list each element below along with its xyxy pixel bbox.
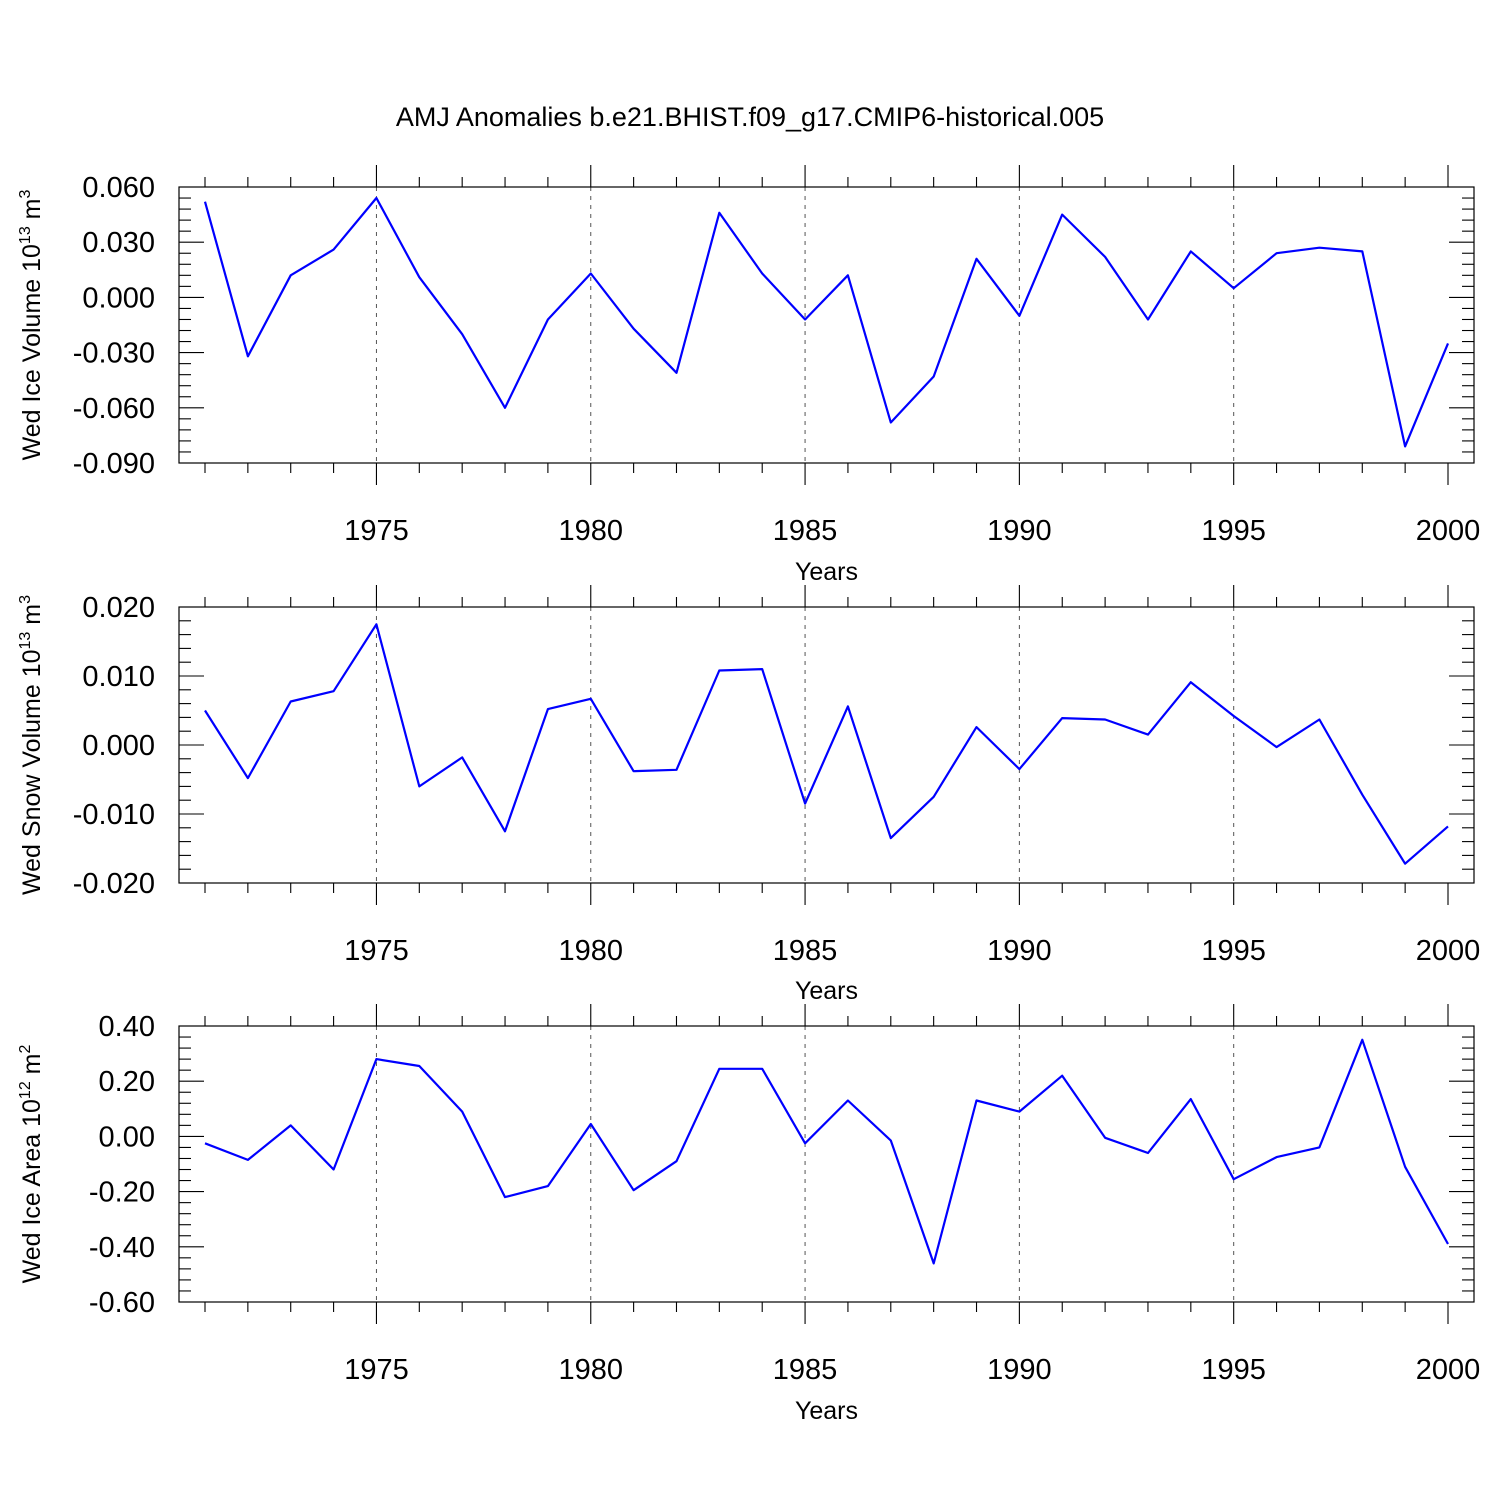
x-tick-label: 1995 (1201, 935, 1266, 967)
y-tick-label: 0.000 (82, 282, 155, 314)
x-tick-label: 1995 (1201, 515, 1266, 547)
chart-title: AMJ Anomalies b.e21.BHIST.f09_g17.CMIP6-… (396, 102, 1104, 132)
series-line (204, 623, 1449, 865)
x-tick-label: 2000 (1416, 515, 1481, 547)
plot-frame (178, 186, 1475, 464)
y-tick-label: -0.20 (89, 1177, 155, 1209)
y-axis-title: Wed Ice Area 1012 m2 (17, 1044, 46, 1283)
x-tick-label: 2000 (1416, 935, 1481, 967)
x-tick-label: 1980 (559, 515, 624, 547)
x-tick-label: 1990 (987, 515, 1052, 547)
x-tick-label: 1975 (344, 935, 409, 967)
y-tick-label: -0.60 (89, 1287, 155, 1319)
y-tick-label: 0.010 (82, 661, 155, 693)
y-tick-label: -0.010 (73, 799, 155, 831)
series-line (204, 1038, 1449, 1265)
y-tick-label: 0.40 (99, 1011, 155, 1043)
x-tick-label: 2000 (1416, 1354, 1481, 1386)
x-tick-label: 1975 (344, 515, 409, 547)
x-axis-title: Years (795, 977, 858, 1005)
x-tick-label: 1990 (987, 935, 1052, 967)
x-tick-label: 1975 (344, 1354, 409, 1386)
x-axis-title: Years (795, 558, 858, 586)
x-tick-label: 1980 (559, 1354, 624, 1386)
series-line (203, 196, 1450, 448)
x-tick-label: 1985 (773, 1354, 838, 1386)
x-tick-label: 1995 (1201, 1354, 1266, 1386)
y-tick-label: -0.020 (73, 868, 155, 900)
y-tick-label: 0.020 (82, 592, 155, 624)
y-tick-label: -0.40 (89, 1232, 155, 1264)
ice-volume-panel: 0.060 0.030 0.000 -0.030 -0.060 -0.090 1975 198… (17, 165, 1480, 586)
x-axis-title: Years (795, 1397, 858, 1425)
snow-volume-panel: 0.020 0.010 0.000 -0.010 -0.020 1975 1980 1985 1… (17, 585, 1480, 1005)
y-tick-label: 0.000 (82, 730, 155, 762)
x-tick-label: 1990 (987, 1354, 1052, 1386)
y-axis-title: Wed Snow Volume 1013 m3 (17, 595, 46, 895)
x-tick-label: 1985 (773, 935, 838, 967)
y-tick-label: 0.20 (99, 1066, 155, 1098)
y-axis-title: Wed Ice Volume 1013 m3 (17, 189, 46, 460)
x-tick-label: 1980 (559, 935, 624, 967)
plot-frame (178, 1025, 1475, 1303)
y-tick-label: -0.030 (73, 338, 155, 370)
y-tick-label: 0.030 (82, 227, 155, 259)
y-tick-label: -0.060 (73, 393, 155, 425)
x-tick-label: 1985 (773, 515, 838, 547)
y-tick-label: -0.090 (73, 448, 155, 480)
ice-area-panel: 0.40 0.20 0.00 -0.20 -0.40 -0.60 1975 1980 1985 1… (17, 1004, 1480, 1425)
y-tick-label: 0.00 (99, 1121, 155, 1153)
y-tick-label: 0.060 (82, 172, 155, 204)
